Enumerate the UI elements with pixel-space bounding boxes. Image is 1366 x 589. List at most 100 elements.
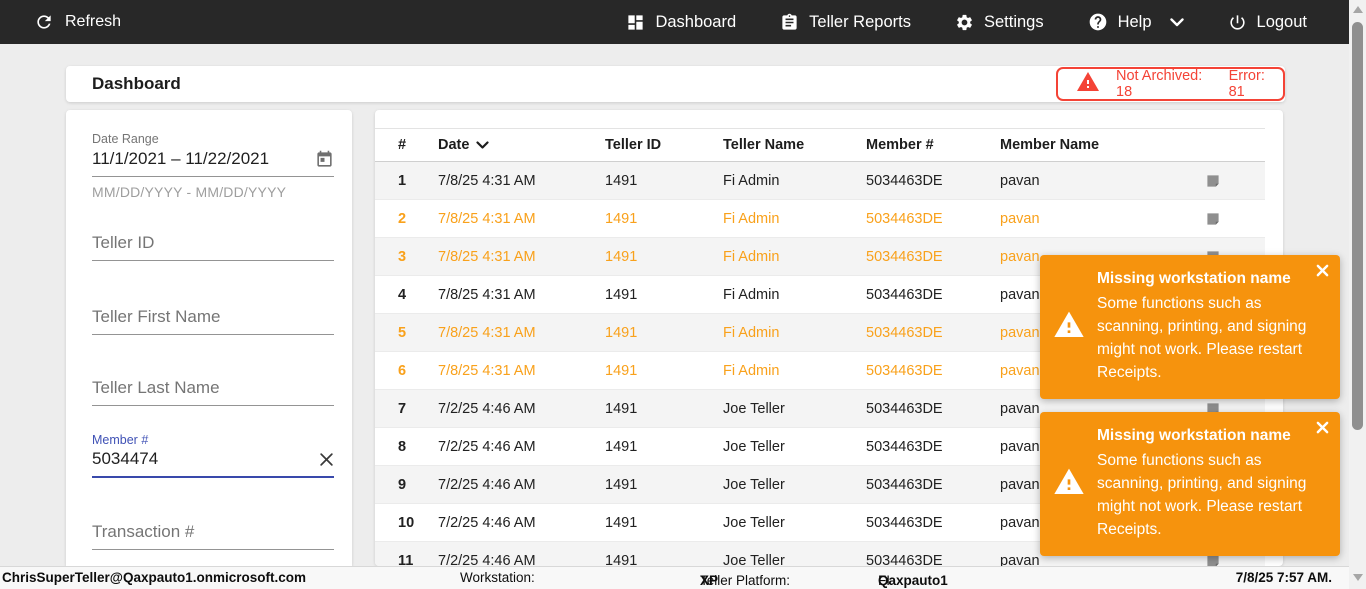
teller-last-name-input[interactable]	[92, 378, 334, 398]
row-teller-id: 1491	[605, 172, 638, 189]
archive-error-alert[interactable]: Not Archived: 18 Error: 81	[1056, 67, 1285, 101]
not-archived-count: Not Archived: 18	[1116, 68, 1203, 100]
row-date: 7/8/25 4:31 AM	[438, 248, 536, 265]
row-date: 7/8/25 4:31 AM	[438, 210, 536, 227]
teller-id-input[interactable]	[92, 233, 334, 253]
clipboard-icon	[780, 13, 799, 32]
note-icon[interactable]	[1205, 401, 1265, 417]
row-teller-id: 1491	[605, 248, 638, 265]
row-teller-id: 1491	[605, 210, 638, 227]
toast-missing-workstation: Missing workstation name Some functions …	[1040, 412, 1340, 556]
row-number: 7	[398, 400, 407, 417]
row-number: 2	[398, 210, 407, 227]
status-datetime: 7/8/25 7:57 AM.	[1235, 570, 1332, 585]
row-member-name: pavan	[1000, 248, 1040, 265]
nav-settings[interactable]: Settings	[955, 13, 1044, 32]
row-member-number: 5034463DE	[866, 438, 943, 455]
scroll-down-icon[interactable]	[1353, 574, 1363, 581]
row-teller-id: 1491	[605, 438, 638, 455]
warning-triangle-icon	[1053, 466, 1085, 503]
note-icon[interactable]	[1205, 211, 1265, 227]
date-format-hint: MM/DD/YYYY - MM/DD/YYYY	[92, 184, 287, 200]
row-member-number: 5034463DE	[866, 552, 943, 567]
row-member-number: 5034463DE	[866, 476, 943, 493]
row-member-number: 5034463DE	[866, 286, 943, 303]
row-number: 10	[398, 514, 415, 531]
nav-dashboard-label: Dashboard	[655, 12, 737, 31]
table-row[interactable]: 8 7/2/25 4:46 AM 1491 Joe Teller 5034463…	[375, 428, 1265, 466]
member-number-label: Member #	[92, 433, 149, 447]
row-teller-id: 1491	[605, 476, 638, 493]
row-date: 7/2/25 4:46 AM	[438, 476, 536, 493]
results-table-card: # Date Teller ID Teller Name Member # Me…	[375, 110, 1283, 566]
refresh-button[interactable]: Refresh	[34, 12, 121, 32]
row-number: 3	[398, 248, 407, 265]
scroll-up-icon[interactable]	[1353, 6, 1363, 13]
row-member-name: pavan	[1000, 286, 1040, 303]
row-date: 7/2/25 4:46 AM	[438, 552, 536, 567]
nav-logout-label: Logout	[1256, 12, 1307, 31]
row-member-number: 5034463DE	[866, 362, 943, 379]
row-date: 7/8/25 4:31 AM	[438, 172, 536, 189]
status-bar: ChrisSuperTeller@Qaxpauto1.onmicrosoft.c…	[0, 566, 1349, 589]
scrollbar-thumb[interactable]	[1352, 22, 1363, 430]
row-member-name: pavan	[1000, 552, 1040, 567]
workstation-label: Workstation:	[460, 570, 535, 585]
row-date: 7/8/25 4:31 AM	[438, 324, 536, 341]
clear-icon[interactable]	[319, 452, 334, 467]
nav-teller-reports-label: Teller Reports	[809, 12, 911, 31]
row-teller-name: Joe Teller	[723, 552, 785, 567]
row-member-name: pavan	[1000, 172, 1040, 189]
col-teller-id: Teller ID	[605, 137, 662, 153]
table-row[interactable]: 2 7/8/25 4:31 AM 1491 Fi Admin 5034463DE…	[375, 200, 1265, 238]
teller-first-name-input[interactable]	[92, 307, 334, 327]
row-teller-name: Fi Admin	[723, 248, 780, 265]
close-icon[interactable]	[1316, 264, 1329, 277]
note-icon[interactable]	[1205, 553, 1265, 566]
row-member-name: pavan	[1000, 210, 1040, 227]
row-member-number: 5034463DE	[866, 324, 943, 341]
row-member-number: 5034463DE	[866, 514, 943, 531]
row-teller-name: Joe Teller	[723, 476, 785, 493]
chevron-down-icon	[1169, 17, 1184, 27]
transaction-number-input[interactable]	[92, 522, 334, 542]
col-number: #	[398, 137, 407, 153]
row-number: 11	[398, 552, 414, 567]
row-member-name: pavan	[1000, 362, 1040, 379]
row-date: 7/2/25 4:46 AM	[438, 438, 536, 455]
row-member-name: pavan	[1000, 476, 1040, 493]
nav-logout[interactable]: Logout	[1228, 13, 1307, 32]
power-icon	[1228, 13, 1247, 32]
top-navbar: Refresh Dashboard Teller Reports Setting…	[0, 0, 1349, 44]
member-number-input[interactable]	[92, 449, 319, 469]
calendar-icon[interactable]	[315, 150, 334, 169]
col-member-name: Member Name	[1000, 137, 1100, 153]
close-icon[interactable]	[1316, 421, 1329, 434]
table-row[interactable]: 1 7/8/25 4:31 AM 1491 Fi Admin 5034463DE…	[375, 162, 1265, 200]
row-teller-id: 1491	[605, 400, 638, 417]
nav-help-label: Help	[1117, 12, 1152, 31]
row-teller-id: 1491	[605, 324, 638, 341]
row-member-number: 5034463DE	[866, 172, 943, 189]
col-date-sort[interactable]: Date	[438, 137, 605, 153]
row-teller-name: Fi Admin	[723, 286, 780, 303]
row-member-name: pavan	[1000, 324, 1040, 341]
row-number: 4	[398, 286, 407, 303]
row-number: 9	[398, 476, 407, 493]
row-number: 5	[398, 324, 407, 341]
nav-teller-reports[interactable]: Teller Reports	[780, 13, 911, 32]
date-range-input[interactable]	[92, 149, 315, 169]
sort-chevron-icon	[476, 137, 490, 153]
row-teller-name: Joe Teller	[723, 400, 785, 417]
vertical-scrollbar[interactable]	[1349, 0, 1366, 589]
warning-triangle-icon	[1076, 70, 1100, 98]
nav-dashboard[interactable]: Dashboard	[626, 13, 736, 32]
note-icon[interactable]	[1205, 173, 1265, 189]
row-date: 7/8/25 4:31 AM	[438, 286, 536, 303]
error-count: Error: 81	[1228, 68, 1265, 100]
toast-title: Missing workstation name	[1097, 427, 1291, 444]
row-teller-name: Joe Teller	[723, 438, 785, 455]
row-teller-id: 1491	[605, 552, 638, 567]
nav-settings-label: Settings	[983, 12, 1044, 31]
nav-help[interactable]: Help	[1088, 12, 1184, 32]
